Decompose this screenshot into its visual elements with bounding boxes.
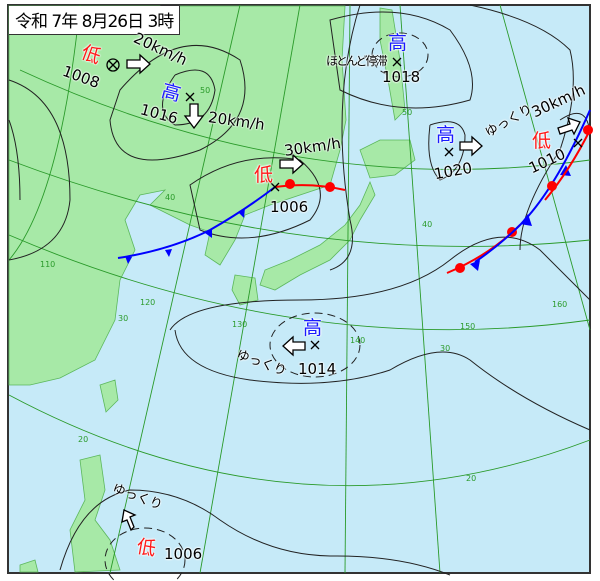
movement-arrows bbox=[121, 53, 581, 532]
lon-label: 130 bbox=[232, 320, 248, 329]
lat-label: 20 bbox=[466, 474, 477, 483]
lat-lon-grid bbox=[8, 4, 591, 574]
lat-label: 40 bbox=[422, 220, 433, 229]
high-symbol: 高 bbox=[303, 317, 323, 339]
high-symbol: 高 bbox=[388, 32, 408, 54]
pressure-label: 1006 bbox=[164, 545, 203, 563]
movement-label: ほとんど停滞 bbox=[326, 54, 388, 68]
lat-label: 30 bbox=[440, 344, 451, 353]
lon-label: 120 bbox=[140, 298, 156, 307]
isobars bbox=[8, 4, 591, 576]
lat-label: 50 bbox=[402, 108, 413, 117]
lon-label: 110 bbox=[40, 260, 56, 269]
low-symbol: 低 bbox=[254, 164, 274, 186]
high-symbol: 高 bbox=[436, 124, 456, 146]
lon-label: 150 bbox=[460, 322, 476, 331]
pressure-label: 1014 bbox=[298, 360, 337, 378]
lat-label: 30 bbox=[118, 314, 129, 323]
lat-label: 40 bbox=[165, 193, 176, 202]
warm-front bbox=[274, 184, 346, 191]
center-marks bbox=[106, 57, 583, 350]
pressure-label: 1018 bbox=[382, 68, 421, 86]
lat-label: 20 bbox=[78, 435, 89, 444]
low-symbol: 低 bbox=[532, 130, 552, 152]
lon-label: 160 bbox=[552, 300, 568, 309]
dashed-isobars bbox=[104, 32, 429, 581]
pressure-label: 1006 bbox=[270, 198, 309, 216]
fronts bbox=[117, 109, 593, 274]
lon-label: 140 bbox=[350, 336, 366, 345]
map-title: 令和 7年 8月26日 3時 bbox=[9, 6, 181, 35]
lat-label: 50 bbox=[200, 86, 211, 95]
cold-front bbox=[117, 186, 276, 259]
